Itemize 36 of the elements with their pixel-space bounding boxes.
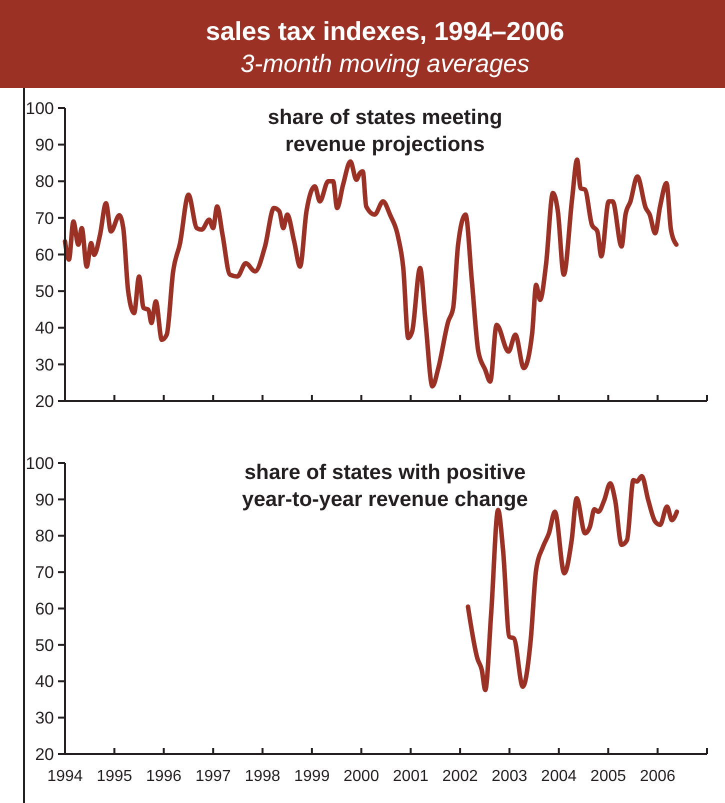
x-tick-label: 2005: [590, 768, 626, 785]
x-tick-label: 2003: [492, 768, 528, 785]
x-tick-label: 2006: [640, 768, 676, 785]
x-tick-label: 2004: [541, 768, 577, 785]
y-tick-label: 80: [35, 526, 54, 546]
y-tick-label: 70: [35, 563, 54, 582]
y-tick-label: 30: [35, 355, 54, 374]
x-tick-label: 1998: [244, 768, 280, 785]
y-tick-label: 80: [35, 172, 54, 192]
x-tick-label: 1999: [294, 768, 330, 785]
y-tick-label: 40: [35, 672, 54, 692]
line-series: [62, 157, 679, 389]
x-tick-label: 2000: [344, 768, 380, 785]
text: share of states meeting revenue projections: [268, 106, 502, 156]
text: share of states with positive year-to-year revenue change: [242, 461, 528, 511]
y-tick-label: 20: [35, 392, 54, 411]
x-tick-label: 2001: [392, 768, 429, 785]
text: sales tax indexes, 1994–2006: [206, 16, 564, 46]
x-tick-label: 1996: [146, 768, 182, 785]
y-tick-label: 90: [35, 136, 54, 155]
y-tick-label: 100: [26, 98, 54, 118]
y-tick-label: 60: [35, 245, 54, 264]
y-tick-label: 60: [35, 599, 54, 618]
y-tick-label: 20: [35, 744, 54, 764]
x-tick-label: 1995: [96, 768, 132, 785]
text: 3-month moving averages: [240, 50, 530, 78]
y-tick-label: 90: [35, 490, 54, 510]
y-tick-label: 30: [35, 708, 54, 728]
y-tick-label: 70: [35, 208, 54, 228]
y-tick-label: 50: [35, 282, 54, 302]
x-tick-label: 2002: [442, 768, 478, 785]
y-tick-label: 40: [35, 318, 54, 338]
y-tick-label: 100: [26, 454, 54, 473]
x-tick-label: 1994: [47, 768, 83, 785]
x-tick-label: 1997: [195, 768, 232, 785]
y-tick-label: 50: [35, 636, 54, 655]
